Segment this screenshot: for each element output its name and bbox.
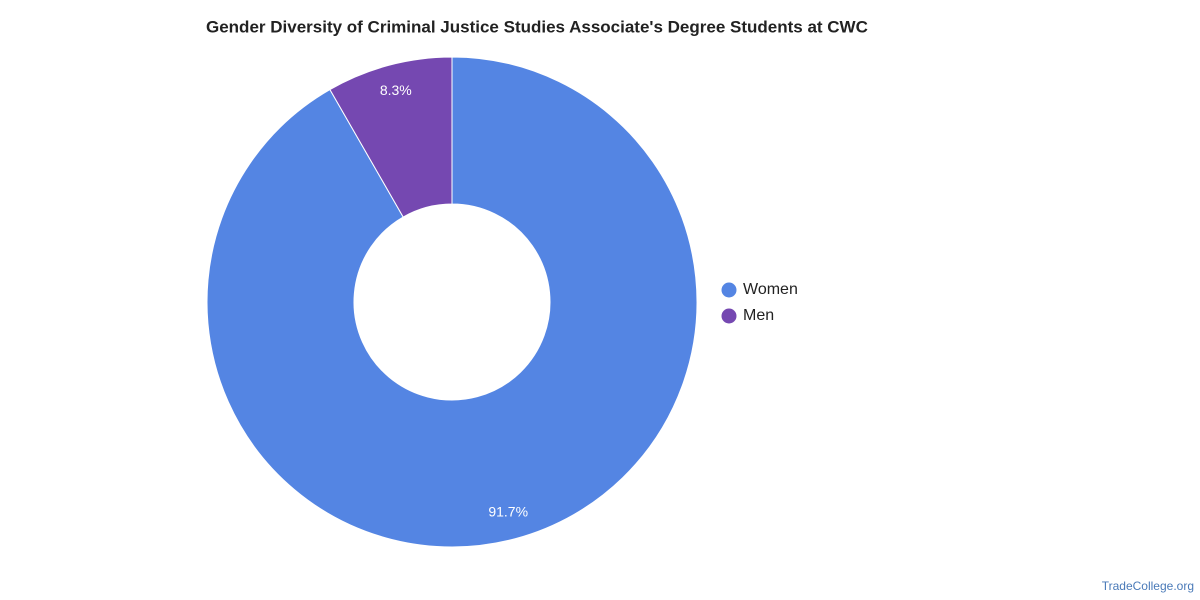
- legend-label: Women: [743, 281, 798, 298]
- source-link[interactable]: TradeCollege.org: [1102, 579, 1194, 593]
- donut-slice: [329, 56, 453, 218]
- legend-swatch: [721, 282, 737, 298]
- legend-swatch: [721, 308, 737, 324]
- legend-label: Men: [743, 307, 774, 324]
- chart-title: Gender Diversity of Criminal Justice Stu…: [206, 17, 868, 36]
- slice-label: 8.3%: [380, 82, 412, 98]
- slice-label: 91.7%: [488, 503, 528, 519]
- donut-slice: [206, 56, 698, 548]
